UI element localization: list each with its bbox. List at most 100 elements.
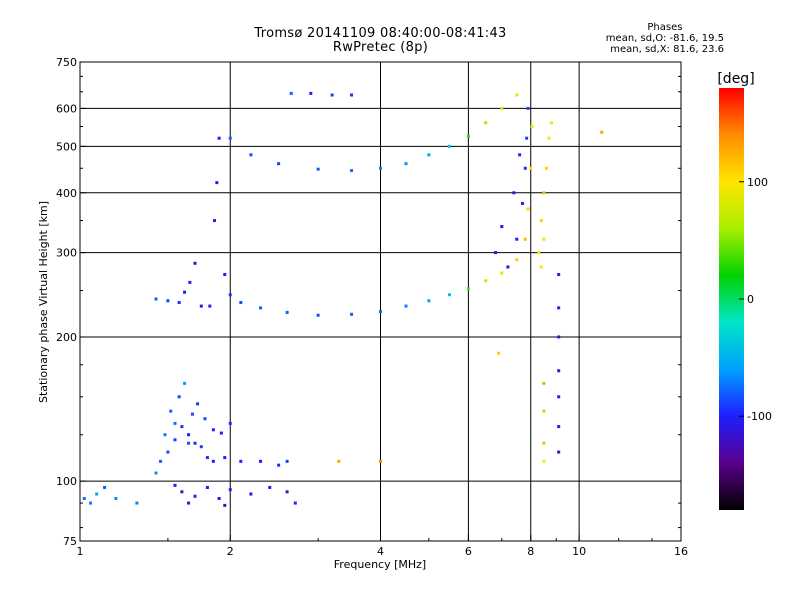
data-point: [500, 106, 504, 110]
data-point: [223, 456, 227, 460]
data-point: [549, 121, 553, 125]
data-point: [379, 459, 382, 463]
data-point: [337, 459, 341, 463]
data-point: [526, 106, 530, 110]
data-point: [173, 438, 177, 442]
data-point: [277, 162, 281, 166]
colorbar-tick-label: -100: [747, 410, 772, 423]
data-point: [103, 485, 107, 489]
x-tick-label: 6: [465, 545, 472, 558]
data-point: [268, 485, 272, 489]
data-point: [180, 490, 184, 494]
data-point: [196, 402, 200, 406]
colorbar-label: [deg]: [717, 71, 754, 87]
chart-subtitle: RwPretec (8p): [332, 40, 429, 55]
data-point: [515, 258, 519, 262]
data-point: [228, 421, 232, 425]
data-point: [211, 459, 215, 463]
phase-info-o: mean, sd,O: -81.6, 19.5: [605, 33, 724, 44]
data-point: [500, 225, 504, 229]
data-point: [526, 207, 530, 211]
y-tick-label: 600: [56, 102, 77, 115]
data-point: [193, 441, 197, 445]
y-tick-label: 750: [56, 56, 77, 69]
data-point: [228, 136, 232, 140]
data-point: [330, 93, 334, 97]
data-point: [520, 201, 524, 205]
data-point: [228, 293, 232, 297]
data-point: [466, 287, 470, 291]
data-point: [512, 191, 516, 195]
data-points: [82, 91, 604, 507]
data-point: [217, 496, 221, 500]
data-point: [249, 492, 253, 496]
data-point: [523, 237, 527, 241]
data-point: [285, 459, 289, 463]
data-point: [500, 271, 504, 275]
data-point: [539, 219, 543, 223]
data-point: [557, 450, 561, 454]
y-tick-label: 500: [56, 140, 77, 153]
data-point: [213, 219, 217, 223]
data-point: [199, 304, 203, 308]
data-point: [515, 93, 519, 97]
data-point: [205, 456, 209, 460]
data-point: [183, 381, 187, 385]
data-point: [529, 166, 533, 170]
data-point: [379, 166, 382, 170]
data-point: [506, 265, 510, 269]
data-point: [484, 121, 488, 125]
data-point: [557, 306, 561, 310]
x-tick-label: 10: [572, 545, 586, 558]
data-point: [350, 312, 354, 316]
data-point: [173, 421, 177, 425]
data-point: [285, 310, 289, 314]
data-point: [379, 310, 382, 314]
data-point: [180, 425, 184, 429]
data-point: [494, 251, 498, 255]
data-point: [159, 459, 163, 463]
data-point: [537, 251, 541, 255]
data-point: [239, 459, 243, 463]
data-point: [547, 136, 551, 140]
x-tick-label: 8: [527, 545, 534, 558]
chart-title: Tromsø 20141109 08:40:00-08:41:43: [254, 26, 507, 41]
data-point: [223, 503, 227, 507]
data-point: [404, 162, 408, 166]
data-point: [187, 433, 191, 437]
data-point: [600, 130, 604, 134]
data-point: [219, 431, 223, 435]
data-point: [205, 485, 209, 489]
y-tick-label: 400: [56, 187, 77, 200]
data-point: [350, 93, 354, 97]
data-point: [154, 297, 158, 301]
data-point: [542, 237, 546, 241]
phase-info-title: Phases: [647, 22, 683, 33]
data-point: [239, 301, 243, 305]
data-point: [539, 265, 543, 269]
data-point: [557, 395, 561, 399]
data-point: [163, 433, 167, 437]
data-point: [289, 91, 293, 95]
data-point: [166, 299, 170, 303]
data-point: [542, 441, 546, 445]
data-point: [188, 280, 192, 284]
data-point: [277, 463, 281, 467]
colorbar-tick-label: 100: [747, 176, 768, 189]
data-point: [95, 492, 99, 496]
y-axis-ticks: 75 100 200 300 400 500 600 750: [56, 56, 681, 548]
data-point: [223, 273, 227, 277]
data-point: [404, 304, 408, 308]
data-point: [228, 488, 232, 492]
data-point: [82, 496, 86, 500]
data-point: [293, 501, 297, 505]
x-axis-label: Frequency [MHz]: [334, 558, 426, 571]
data-point: [497, 351, 501, 355]
data-point: [557, 335, 561, 339]
data-point: [193, 494, 197, 498]
data-point: [557, 369, 561, 373]
colorbar-ticks: 100 0 -100: [739, 176, 772, 423]
data-point: [193, 261, 197, 265]
data-point: [542, 191, 546, 195]
